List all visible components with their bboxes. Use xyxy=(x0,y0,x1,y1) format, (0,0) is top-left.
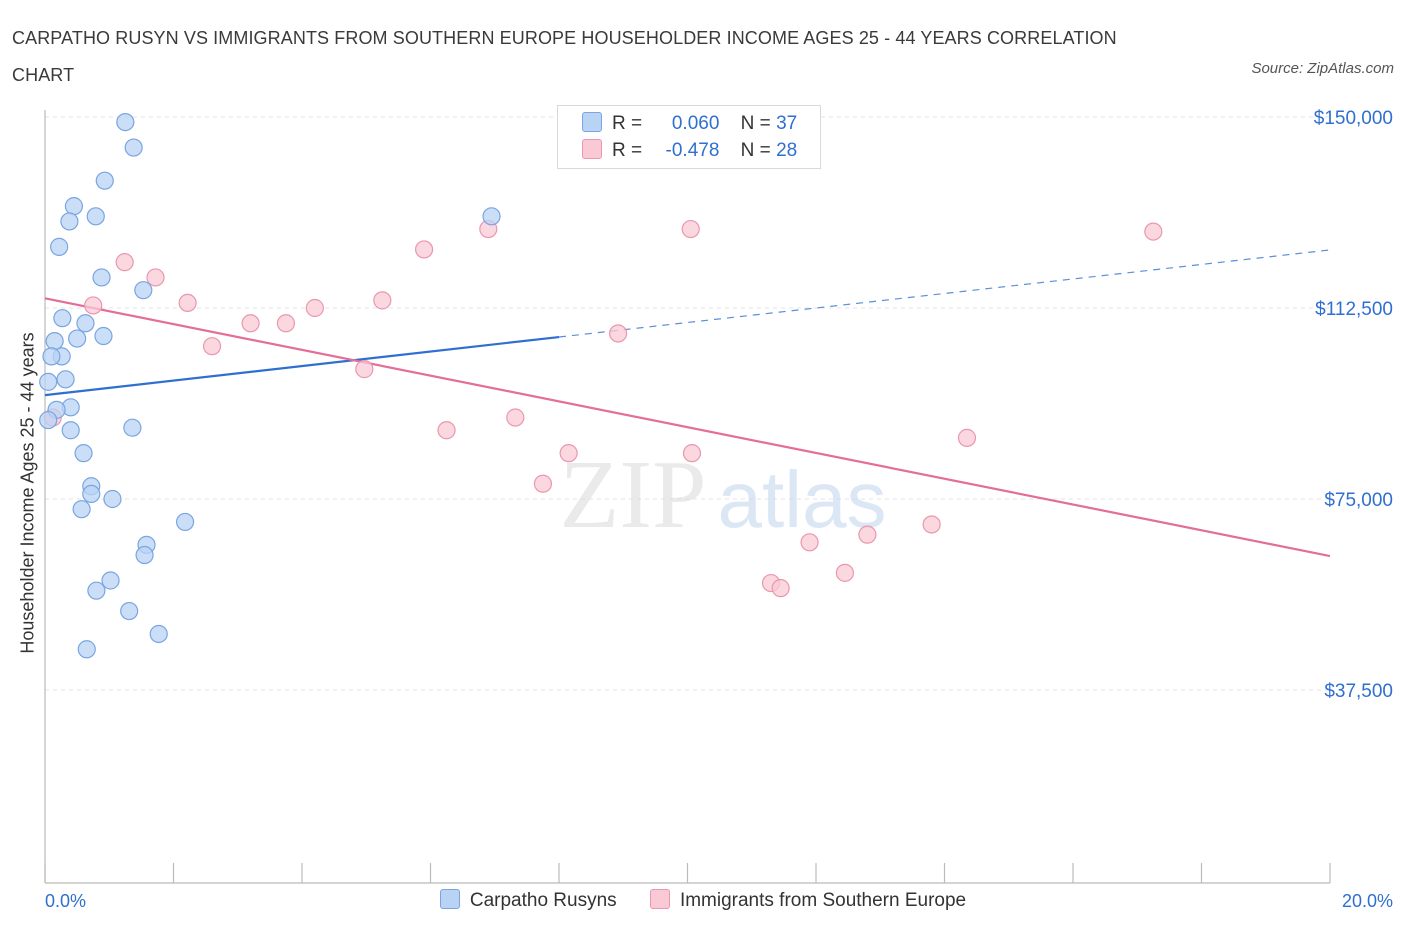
legend-swatch-blue xyxy=(582,112,602,132)
point-carpatho xyxy=(68,329,87,348)
legend-swatch-blue xyxy=(439,889,460,909)
trend-line-immigrants xyxy=(44,297,1331,558)
point-carpatho xyxy=(45,332,64,351)
point-immigrants xyxy=(957,428,977,447)
point-immigrants xyxy=(414,240,434,259)
point-carpatho xyxy=(77,640,96,659)
point-carpatho xyxy=(120,601,139,621)
stats-row-carpatho: R = 0.060 N = 37 xyxy=(582,112,797,138)
point-carpatho xyxy=(87,581,106,600)
point-carpatho xyxy=(42,347,61,366)
y-tick-label: $75,000 xyxy=(1324,490,1393,511)
grid-lines xyxy=(45,116,1330,691)
point-immigrants xyxy=(771,579,790,598)
point-immigrants xyxy=(1144,222,1163,241)
point-immigrants xyxy=(84,296,103,315)
point-carpatho xyxy=(39,372,58,391)
axes xyxy=(44,110,1331,884)
point-immigrants xyxy=(681,219,700,239)
point-carpatho xyxy=(123,418,142,437)
watermark-zip: ZIP xyxy=(560,441,707,549)
point-carpatho xyxy=(86,207,105,226)
point-immigrants xyxy=(800,533,819,552)
stats-legend: R = 0.060 N = 37 R = -0.478 N = 28 xyxy=(557,105,821,169)
point-immigrants xyxy=(178,293,197,313)
trend-lines xyxy=(44,249,1331,558)
point-carpatho xyxy=(82,484,101,504)
point-carpatho xyxy=(50,237,69,256)
point-carpatho xyxy=(64,197,84,216)
stats-row-immigrants: R = -0.478 N = 28 xyxy=(582,139,797,165)
point-carpatho xyxy=(103,489,122,509)
point-carpatho xyxy=(53,309,72,328)
point-immigrants xyxy=(682,444,702,463)
n-value: 37 xyxy=(776,113,798,134)
point-carpatho xyxy=(124,138,143,157)
point-immigrants xyxy=(858,525,877,544)
point-immigrants xyxy=(559,444,578,463)
point-carpatho xyxy=(74,444,93,463)
point-immigrants xyxy=(241,314,260,333)
legend-item-immigrants: Immigrants from Southern Europe xyxy=(649,889,967,912)
point-carpatho xyxy=(149,624,168,644)
point-immigrants xyxy=(373,291,392,310)
trend-line-carpatho xyxy=(44,335,560,397)
point-immigrants xyxy=(922,515,941,534)
point-carpatho xyxy=(60,212,79,231)
point-carpatho xyxy=(61,421,80,440)
x-tick-label-max: 20.0% xyxy=(1341,891,1393,911)
r-value: -0.478 xyxy=(665,140,720,161)
y-tick-label: $37,500 xyxy=(1324,681,1393,702)
point-carpatho xyxy=(72,500,91,519)
legend-item-carpatho: Carpatho Rusyns xyxy=(439,889,617,912)
legend-label: Carpatho Rusyns xyxy=(469,890,617,911)
chart-title: CARPATHO RUSYN VS IMMIGRANTS FROM SOUTHE… xyxy=(12,28,1117,85)
legend-swatch-pink xyxy=(649,889,670,909)
r-label: R = xyxy=(612,140,643,161)
y-tick-labels: $150,000 $112,500 $75,000 $37,500 xyxy=(1314,108,1393,702)
point-immigrants xyxy=(609,324,628,343)
point-immigrants xyxy=(305,298,324,318)
point-carpatho xyxy=(116,112,135,132)
point-carpatho xyxy=(95,171,114,190)
point-immigrants xyxy=(115,253,134,272)
point-immigrants xyxy=(146,268,165,287)
r-value: 0.060 xyxy=(671,113,720,134)
legend-swatch-pink xyxy=(582,139,602,159)
point-immigrants xyxy=(533,474,553,493)
point-carpatho xyxy=(56,370,75,389)
source-credit: Source: ZipAtlas.com xyxy=(1251,60,1394,77)
point-immigrants xyxy=(835,563,855,582)
y-tick-label: $150,000 xyxy=(1314,108,1393,129)
legend-label: Immigrants from Southern Europe xyxy=(679,890,967,911)
x-tick-label-min: 0.0% xyxy=(45,891,87,911)
point-immigrants xyxy=(202,337,222,356)
point-carpatho xyxy=(101,571,120,590)
bottom-legend: Carpatho Rusyns Immigrants from Southern… xyxy=(0,889,1406,912)
point-carpatho xyxy=(135,545,154,565)
trend-line-carpatho-dashed xyxy=(558,249,1331,338)
y-tick-label: $112,500 xyxy=(1315,299,1393,320)
point-immigrants xyxy=(437,421,456,440)
point-immigrants xyxy=(355,360,374,379)
point-carpatho xyxy=(76,314,95,333)
data-points xyxy=(39,112,1163,659)
n-label: N = xyxy=(740,140,771,161)
point-carpatho xyxy=(134,281,153,300)
point-immigrants xyxy=(276,314,296,333)
point-carpatho xyxy=(94,326,113,346)
point-immigrants xyxy=(506,408,525,427)
watermark-atlas: atlas xyxy=(718,455,887,544)
point-carpatho xyxy=(92,268,111,287)
n-value: 28 xyxy=(776,140,798,161)
point-carpatho xyxy=(482,207,501,226)
n-label: N = xyxy=(740,113,771,134)
r-label: R = xyxy=(612,113,643,134)
point-carpatho xyxy=(39,410,58,430)
point-carpatho xyxy=(175,512,195,532)
